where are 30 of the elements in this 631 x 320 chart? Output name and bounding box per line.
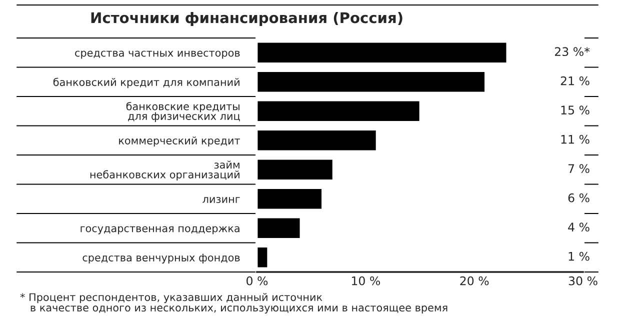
y-tick-label: лизинг (202, 196, 240, 203)
bar (257, 246, 269, 269)
text: * Процент респондентов, указавших данный источник в качестве одного из нескольких, использующихся ими в настоящее время (20, 293, 448, 314)
x-tick-label: 10 % (352, 276, 380, 286)
bar (257, 41, 508, 64)
y-tick-label: займ небанковских организаций (90, 160, 240, 180)
y-tick-label: средства частных инвесторов (75, 50, 240, 59)
data-label: 23 %* (554, 47, 590, 56)
bar (257, 188, 323, 210)
y-tick-label: государственная поддержка (80, 226, 240, 234)
bar (257, 216, 302, 240)
y-tick-label: банковский кредит для компаний (53, 78, 240, 88)
data-label: 4 % (568, 222, 590, 232)
bar (257, 70, 486, 94)
y-tick-label: средства венчурных фондов (82, 254, 240, 264)
data-label: 7 % (568, 164, 590, 174)
bar (257, 100, 421, 122)
x-tick-label: 20 % (460, 276, 489, 286)
data-label: 11 % (561, 134, 590, 144)
data-label: 1 % (568, 252, 590, 261)
data-label: 6 % (568, 193, 590, 202)
data-label: 15 % (561, 106, 590, 115)
x-tick-label: 0 % (246, 276, 268, 286)
chart-title: Источники финансирования (Россия) (91, 12, 402, 26)
y-tick-label: коммерческий кредит (119, 136, 240, 146)
bar (257, 158, 334, 181)
x-tick-label: 30 % (568, 276, 598, 286)
bar (257, 129, 378, 152)
data-label: 21 % (560, 76, 590, 86)
y-tick-label: банковские кредиты для физических лиц (126, 102, 240, 122)
